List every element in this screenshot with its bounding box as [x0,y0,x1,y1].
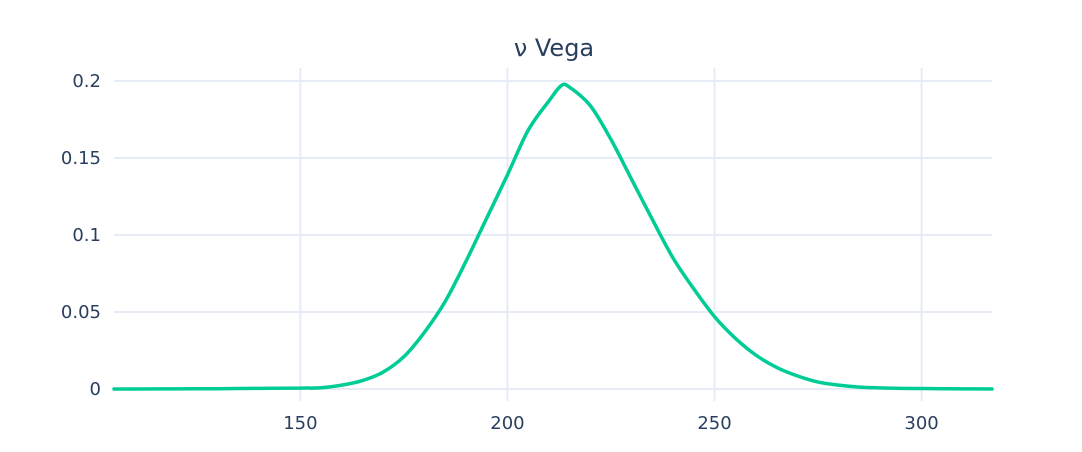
x-tick-label: 200 [490,413,524,434]
chart-title: ν Vega [514,34,594,62]
y-tick-label: 0.05 [61,302,101,323]
series-line [112,82,994,391]
series-layer [112,82,994,391]
y-tick-label: 0.1 [72,225,101,246]
x-tick-label: 250 [697,413,731,434]
tick-labels: 150 200 250 300 0 0.05 0.1 0.15 0.2 [61,71,939,434]
x-tick-label: 150 [283,413,317,434]
y-tick-label: 0.15 [61,148,101,169]
x-tick-label: 300 [904,413,938,434]
y-tick-label: 0.2 [72,71,101,92]
y-tick-label: 0 [90,379,101,400]
gridlines [114,68,992,401]
